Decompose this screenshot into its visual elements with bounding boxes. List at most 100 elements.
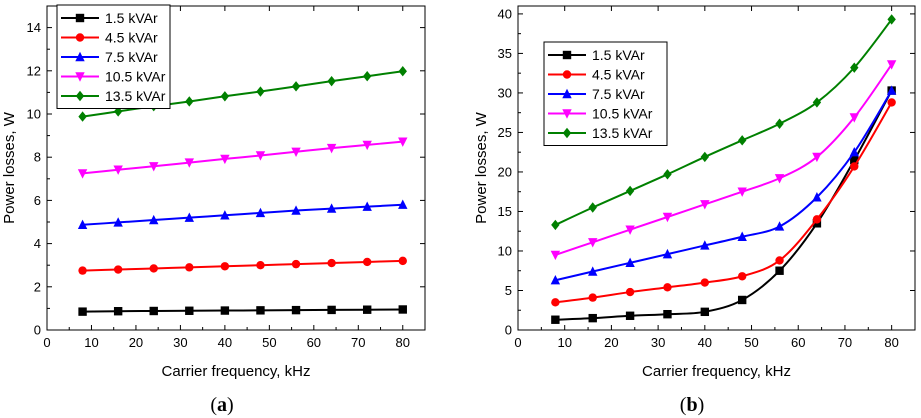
x-tick-label: 40 — [698, 335, 712, 350]
data-point — [291, 147, 301, 157]
data-point — [812, 215, 822, 224]
data-point — [78, 307, 87, 316]
data-point — [398, 66, 407, 77]
y-tick-label: 2 — [34, 279, 41, 294]
data-point — [291, 205, 301, 215]
data-point — [625, 225, 635, 235]
legend-label: 7.5 kVAr — [105, 49, 158, 65]
data-point — [812, 152, 822, 163]
data-point — [184, 158, 195, 168]
data-point — [220, 154, 230, 165]
data-point — [256, 306, 265, 315]
series-line — [555, 90, 893, 282]
data-point — [588, 202, 597, 213]
data-point — [700, 240, 710, 250]
legend-marker — [75, 72, 85, 82]
panel-label: (a) — [210, 394, 233, 416]
data-point — [362, 71, 372, 82]
data-point — [850, 162, 859, 171]
data-point — [113, 165, 123, 175]
y-tick-label: 40 — [498, 6, 512, 21]
panel-label-close: ) — [227, 394, 234, 416]
legend-label: 10.5 kVAr — [592, 106, 653, 122]
data-point — [774, 174, 785, 184]
data-point — [113, 307, 123, 316]
data-point — [737, 272, 747, 281]
data-point — [737, 295, 747, 305]
data-point — [700, 200, 710, 210]
x-tick-label: 70 — [351, 335, 365, 350]
data-point — [737, 135, 747, 146]
series-line — [555, 101, 893, 304]
data-point — [551, 219, 560, 231]
data-point — [185, 306, 194, 315]
data-point — [78, 111, 87, 122]
data-point — [737, 231, 747, 241]
x-tick-label: 60 — [307, 335, 321, 350]
x-tick-label: 20 — [604, 335, 618, 350]
data-point — [550, 275, 561, 285]
panel-label-close: ) — [698, 394, 705, 416]
x-tick-label: 20 — [129, 335, 143, 350]
data-point — [149, 264, 158, 273]
legend-marker — [562, 50, 572, 60]
data-point — [362, 305, 372, 314]
x-tick-label: 10 — [557, 335, 571, 350]
data-point — [849, 113, 859, 123]
data-point — [850, 155, 859, 165]
data-point — [398, 137, 408, 147]
data-point — [326, 203, 337, 213]
y-tick-label: 0 — [34, 323, 41, 338]
series-line — [554, 18, 893, 226]
y-tick-label: 35 — [498, 46, 512, 61]
y-tick-label: 30 — [498, 85, 512, 100]
legend-label: 4.5 kVAr — [105, 30, 158, 46]
data-point — [551, 298, 560, 307]
y-tick-label: 12 — [27, 63, 41, 78]
y-tick-label: 6 — [34, 193, 41, 208]
panel-label-open: ( — [680, 394, 687, 416]
data-point — [256, 261, 265, 270]
x-tick-label: 30 — [651, 335, 665, 350]
x-tick-label: 70 — [838, 335, 852, 350]
panel-label-letter: a — [217, 394, 227, 416]
x-tick-label: 50 — [744, 335, 758, 350]
data-point — [149, 162, 159, 172]
data-point — [255, 207, 266, 218]
legend-marker — [75, 33, 85, 42]
data-point — [184, 212, 195, 222]
legend-marker — [562, 109, 572, 119]
data-point — [220, 306, 230, 315]
legend-marker — [562, 70, 572, 79]
y-axis-title: Power losses, W — [473, 111, 490, 224]
data-point — [812, 192, 822, 202]
data-point — [663, 283, 672, 292]
data-point — [220, 262, 230, 271]
x-tick-label: 0 — [514, 335, 521, 350]
series-line — [555, 63, 893, 256]
data-point — [588, 293, 597, 302]
series-line — [82, 203, 403, 226]
data-point — [886, 60, 897, 70]
legend-label: 1.5 kVAr — [592, 47, 645, 63]
data-point — [362, 201, 372, 211]
plot-frame — [517, 5, 916, 331]
data-point — [255, 151, 266, 161]
data-point — [185, 263, 194, 272]
data-point — [663, 169, 672, 180]
y-tick-label: 14 — [27, 20, 41, 35]
data-point — [113, 265, 123, 274]
y-tick-label: 10 — [27, 107, 41, 122]
data-point — [362, 140, 372, 151]
x-tick-label: 60 — [791, 335, 805, 350]
series-line — [82, 259, 403, 272]
data-point — [326, 143, 337, 154]
legend-label: 13.5 kVAr — [105, 88, 166, 104]
data-point — [775, 266, 784, 275]
legend-marker — [75, 51, 85, 62]
x-axis-title: Carrier frequency, kHz — [162, 363, 311, 380]
data-point — [625, 257, 635, 268]
data-point — [77, 219, 88, 230]
legend-label: 4.5 kVAr — [592, 67, 645, 83]
